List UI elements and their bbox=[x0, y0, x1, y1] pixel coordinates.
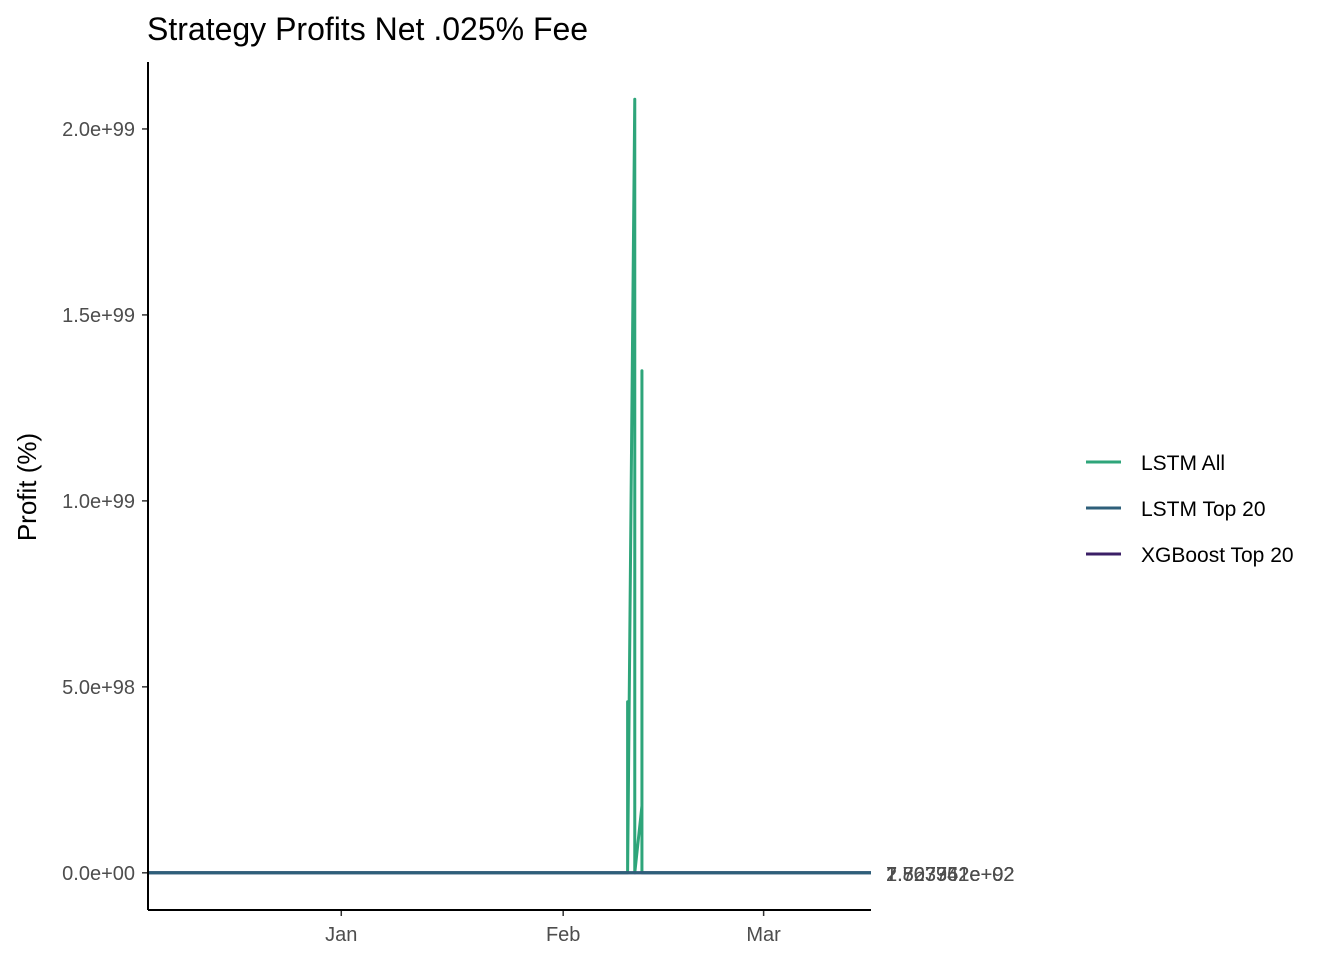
chart-title: Strategy Profits Net .025% Fee bbox=[147, 11, 588, 47]
end-value-label: 2.567352e+02 bbox=[886, 864, 1014, 886]
legend: LSTM All LSTM Top 20 XGBoost Top 20 bbox=[1086, 452, 1294, 567]
y-tick-label: 0.0e+00 bbox=[62, 863, 135, 885]
x-tick-label: Jan bbox=[325, 924, 357, 946]
x-tick-label: Feb bbox=[546, 924, 580, 946]
x-axis-ticks: Jan Feb Mar bbox=[325, 910, 781, 946]
y-tick-label: 1.5e+99 bbox=[62, 305, 135, 327]
legend-label: XGBoost Top 20 bbox=[1141, 544, 1294, 567]
y-tick-label: 2.0e+99 bbox=[62, 119, 135, 141]
x-tick-label: Mar bbox=[746, 924, 781, 946]
y-tick-label: 5.0e+98 bbox=[62, 677, 135, 699]
end-value-label: 7.703742e+02 bbox=[886, 864, 1014, 886]
y-tick-label: 1.0e+99 bbox=[62, 491, 135, 513]
legend-label: LSTM All bbox=[1141, 452, 1225, 475]
legend-label: LSTM Top 20 bbox=[1141, 498, 1266, 521]
y-axis-title: Profit (%) bbox=[12, 433, 42, 541]
end-value-label: 1.823961e+92 bbox=[886, 864, 1014, 886]
series-layer bbox=[148, 97, 871, 875]
end-labels: 2.567352e+021.823961e+927.703742e+02 bbox=[886, 864, 1014, 886]
series-line-lstm-all bbox=[148, 97, 871, 875]
y-axis-ticks: 0.0e+00 5.0e+98 1.0e+99 1.5e+99 2.0e+99 bbox=[62, 119, 148, 885]
